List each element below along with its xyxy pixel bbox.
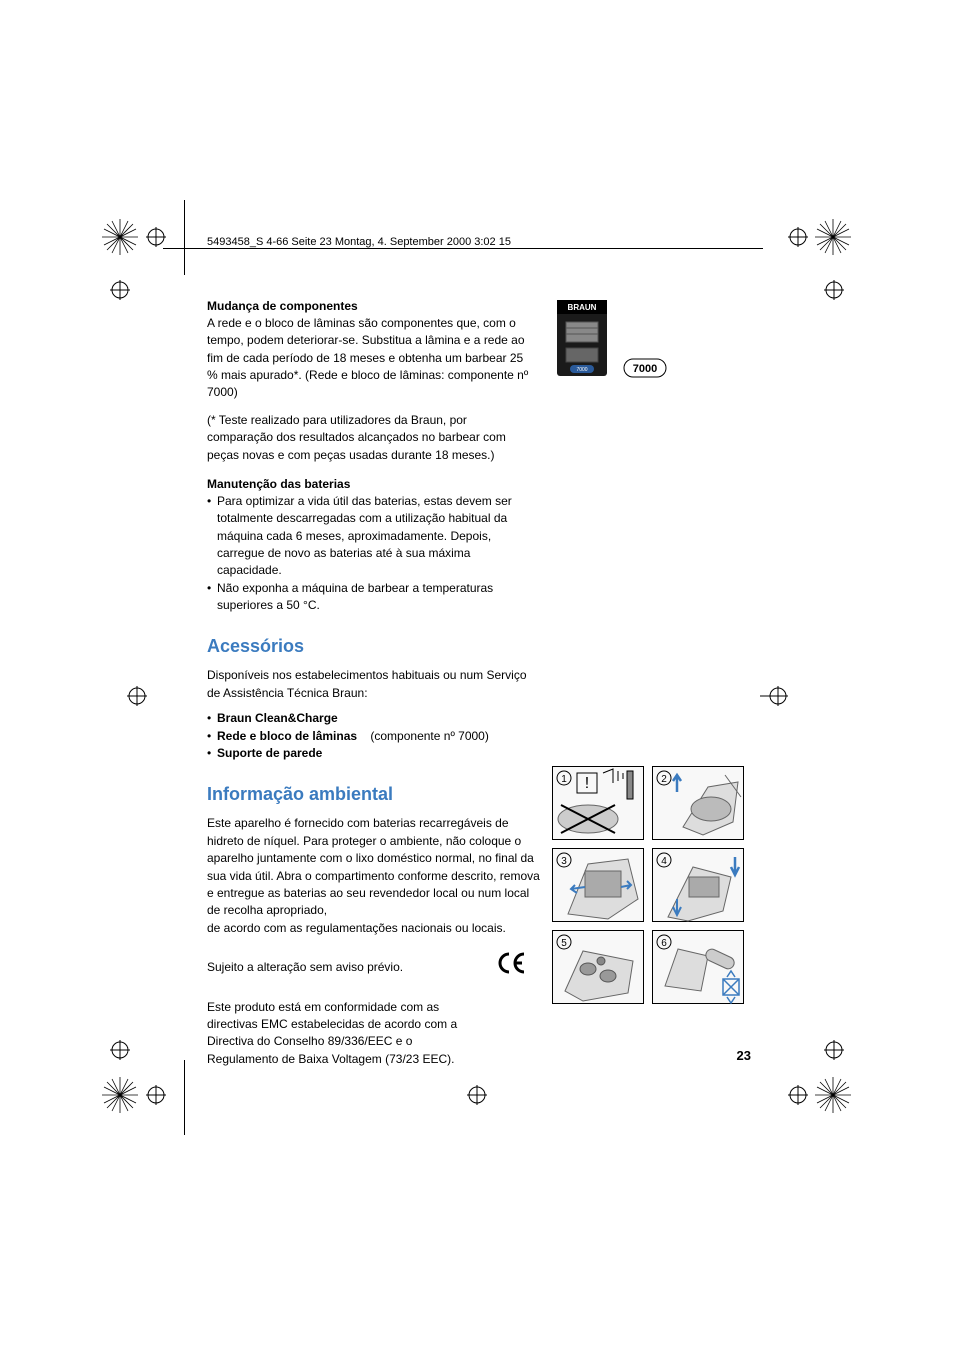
regmark-right-mid (760, 686, 788, 706)
diagram-cell-4: 4 (652, 848, 744, 922)
ce-mark-icon (497, 952, 527, 979)
regmark-bl-burst (102, 1077, 138, 1113)
svg-text:4: 4 (661, 856, 667, 867)
svg-text:2: 2 (661, 774, 667, 785)
para-mudanca-2: (* Teste realizado para utilizadores da … (207, 412, 535, 464)
regmark-tl-cross (146, 227, 166, 247)
section-title-manutencao: Manutenção das baterias (207, 476, 717, 493)
braun-logo-text: BRAUN (568, 303, 597, 312)
heading-acessorios: Acessórios (207, 636, 717, 657)
svg-text:3: 3 (561, 856, 567, 867)
list-item: Não exponha a máquina de barbear a tempe… (207, 580, 535, 615)
cropline (184, 200, 185, 275)
running-head: 5493458_S 4-66 Seite 23 Montag, 4. Septe… (207, 236, 511, 248)
para-ambiental-2: Sujeito a alteração sem aviso prévio. (207, 959, 535, 976)
bold-text: Braun Clean&Charge (217, 711, 338, 725)
svg-text:1: 1 (561, 774, 567, 785)
regmark-left-bot (110, 1040, 130, 1060)
list-item: Para optimizar a vida útil das baterias,… (207, 493, 535, 580)
list-item: Braun Clean&Charge (207, 710, 535, 727)
regmark-bottom-mid (467, 1085, 487, 1105)
regmark-bl-cross (146, 1085, 166, 1105)
regmark-tl-burst (102, 219, 138, 255)
page: 5493458_S 4-66 Seite 23 Montag, 4. Septe… (0, 0, 954, 1351)
svg-text:!: ! (585, 775, 589, 792)
diagram-cell-3: 3 (552, 848, 644, 922)
diagram-cell-5: 5 (552, 930, 644, 1004)
list-acessorios: Braun Clean&Charge Rede e bloco de lâmin… (207, 710, 717, 762)
product-label-badge: 7000 (623, 358, 667, 383)
regmark-left-top (110, 280, 130, 300)
product-label-text: 7000 (633, 363, 657, 375)
section-title-mudanca: Mudança de componentes (207, 298, 717, 315)
regmark-right-top (824, 280, 844, 300)
diagram-cell-1: 1 ! (552, 766, 644, 840)
para-acessorios-intro: Disponíveis nos estabelecimentos habitua… (207, 667, 535, 702)
cropline (163, 248, 763, 249)
svg-text:6: 6 (661, 938, 667, 949)
regmark-tr-cross (788, 227, 808, 247)
para-ambiental-3: Este produto está em conformidade com as… (207, 999, 477, 1069)
para-ambiental-1b: de acordo com as regulamentações naciona… (207, 920, 545, 937)
list-item: Suporte de parede (207, 745, 535, 762)
list-item: Rede e bloco de lâminas (componente nº 7… (207, 728, 535, 745)
diagram-cell-6: 6 (652, 930, 744, 1004)
para-mudanca-1: A rede e o bloco de lâminas são componen… (207, 315, 535, 402)
page-number: 23 (737, 1048, 751, 1063)
regmark-br-burst (815, 1077, 851, 1113)
regmark-left-mid (127, 686, 147, 706)
bold-text: Suporte de parede (217, 746, 322, 760)
svg-text:7000: 7000 (576, 367, 587, 373)
diagram-cell-2: 2 (652, 766, 744, 840)
product-package-icon: BRAUN 7000 (552, 298, 612, 383)
regmark-right-bot (824, 1040, 844, 1060)
para-ambiental-1: Este aparelho é fornecido com baterias r… (207, 815, 545, 919)
cropline (184, 1060, 185, 1135)
plain-text: (componente nº 7000) (370, 729, 488, 743)
bold-text: Rede e bloco de lâminas (217, 729, 357, 743)
list-manutencao: Para optimizar a vida útil das baterias,… (207, 493, 717, 615)
regmark-tr-burst (815, 219, 851, 255)
svg-text:5: 5 (561, 938, 567, 949)
regmark-br-cross (788, 1085, 808, 1105)
